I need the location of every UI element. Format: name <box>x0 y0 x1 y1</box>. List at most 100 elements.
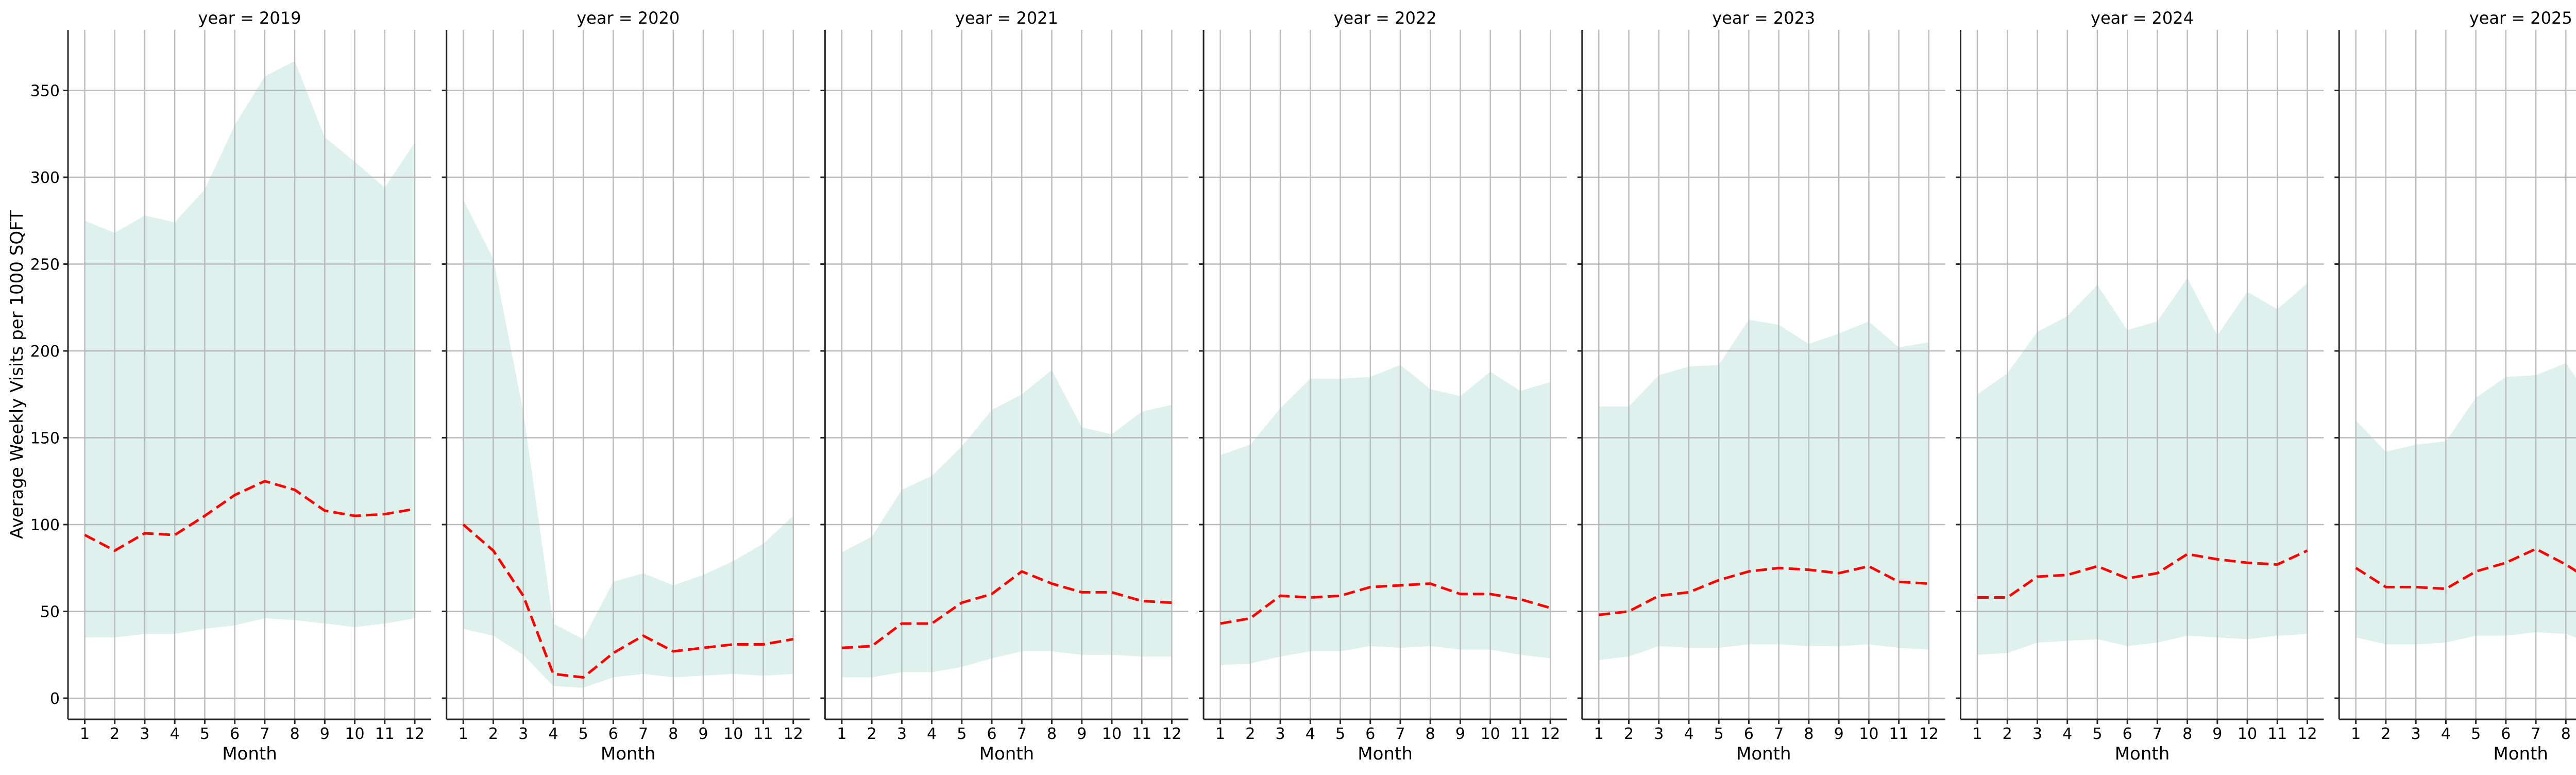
x-tick-label: 3 <box>1654 725 1664 743</box>
x-tick-label: 1 <box>1215 725 1225 743</box>
x-axis-label: Month <box>222 744 277 764</box>
x-tick-label: 4 <box>1684 725 1693 743</box>
y-tick-label: 100 <box>30 516 60 534</box>
x-tick-label: 2 <box>2003 725 2012 743</box>
x-tick-label: 6 <box>608 725 618 743</box>
median-line <box>462 524 794 679</box>
x-tick-label: 11 <box>753 725 773 743</box>
x-tick-label: 9 <box>2212 725 2222 743</box>
x-tick-label: 2 <box>2381 725 2391 743</box>
x-tick-label: 5 <box>1714 725 1724 743</box>
percentile-band <box>84 61 415 638</box>
x-tick-label: 6 <box>2123 725 2132 743</box>
x-tick-label: 12 <box>1540 725 1560 743</box>
x-tick-label: 4 <box>2441 725 2451 743</box>
grid <box>446 30 810 719</box>
y-tick-label: 300 <box>30 169 60 187</box>
panel-title: year = 2025 <box>2469 8 2572 28</box>
x-tick-label: 4 <box>927 725 937 743</box>
x-tick-label: 1 <box>1594 725 1604 743</box>
x-tick-label: 9 <box>1834 725 1844 743</box>
panel-title: year = 2023 <box>1712 8 1815 28</box>
x-tick-label: 12 <box>1919 725 1939 743</box>
grid <box>68 30 431 719</box>
x-tick-label: 7 <box>1017 725 1027 743</box>
x-tick-label: 10 <box>2238 725 2257 743</box>
x-axis-label: Month <box>2493 744 2548 764</box>
x-tick-label: 4 <box>1306 725 1315 743</box>
x-tick-label: 10 <box>1859 725 1878 743</box>
x-tick-label: 2 <box>488 725 498 743</box>
median-line <box>84 480 415 552</box>
x-tick-label: 2 <box>110 725 120 743</box>
x-tick-label: 10 <box>723 725 743 743</box>
x-tick-label: 5 <box>2471 725 2481 743</box>
x-axis-label: Month <box>979 744 1035 764</box>
x-tick-label: 3 <box>1276 725 1285 743</box>
x-tick-label: 6 <box>1744 725 1754 743</box>
x-axis-label: Month <box>1736 744 1791 764</box>
x-axis-label: Month <box>601 744 656 764</box>
percentile-band <box>2355 363 2576 645</box>
grid <box>1960 30 2324 719</box>
x-tick-label: 4 <box>2062 725 2072 743</box>
x-tick-label: 11 <box>375 725 395 743</box>
x-tick-label: 12 <box>2297 725 2317 743</box>
x-tick-label: 7 <box>2153 725 2162 743</box>
x-tick-label: 11 <box>1132 725 1151 743</box>
panel-title: year = 2022 <box>1334 8 1437 28</box>
x-tick-label: 8 <box>668 725 678 743</box>
y-tick-label: 200 <box>30 343 60 361</box>
x-tick-label: 9 <box>1455 725 1465 743</box>
x-tick-label: 7 <box>1774 725 1784 743</box>
x-tick-label: 8 <box>1047 725 1057 743</box>
x-tick-label: 10 <box>1481 725 1500 743</box>
x-tick-label: 10 <box>345 725 364 743</box>
x-tick-label: 9 <box>320 725 330 743</box>
x-tick-label: 7 <box>1395 725 1405 743</box>
median-line <box>2355 547 2576 591</box>
percentile-band <box>1977 278 2308 655</box>
grid <box>1582 30 1945 719</box>
median-line <box>1599 565 1929 616</box>
x-tick-label: 8 <box>290 725 300 743</box>
x-tick-label: 7 <box>260 725 269 743</box>
grid <box>2339 30 2576 719</box>
y-tick-label: 250 <box>30 256 60 274</box>
x-tick-label: 4 <box>170 725 180 743</box>
x-tick-label: 10 <box>1102 725 1122 743</box>
x-tick-label: 6 <box>987 725 997 743</box>
percentile-band <box>1599 319 1929 660</box>
percentile-band <box>463 199 793 688</box>
x-tick-label: 8 <box>2182 725 2192 743</box>
x-axis-label: Month <box>1358 744 1413 764</box>
x-tick-label: 6 <box>1365 725 1375 743</box>
x-tick-label: 1 <box>459 725 468 743</box>
x-tick-label: 3 <box>897 725 907 743</box>
x-tick-label: 4 <box>548 725 558 743</box>
median-line <box>841 570 1172 649</box>
percentile-band <box>841 370 1172 678</box>
x-tick-label: 3 <box>518 725 528 743</box>
x-tick-label: 12 <box>405 725 425 743</box>
x-tick-label: 11 <box>2267 725 2287 743</box>
x-tick-label: 9 <box>1077 725 1087 743</box>
x-tick-label: 7 <box>638 725 648 743</box>
x-tick-label: 2 <box>1245 725 1255 743</box>
panel-title: year = 2020 <box>577 8 680 28</box>
y-axis-label: Average Weekly Visits per 1000 SQFT <box>7 210 27 539</box>
x-tick-label: 5 <box>579 725 588 743</box>
x-tick-label: 6 <box>230 725 240 743</box>
x-tick-label: 8 <box>1426 725 1435 743</box>
percentile-band <box>1220 364 1551 665</box>
x-tick-label: 1 <box>1972 725 1982 743</box>
x-tick-label: 7 <box>2531 725 2541 743</box>
x-tick-label: 6 <box>2501 725 2511 743</box>
y-tick-label: 50 <box>40 603 60 621</box>
median-line <box>1220 582 1551 625</box>
